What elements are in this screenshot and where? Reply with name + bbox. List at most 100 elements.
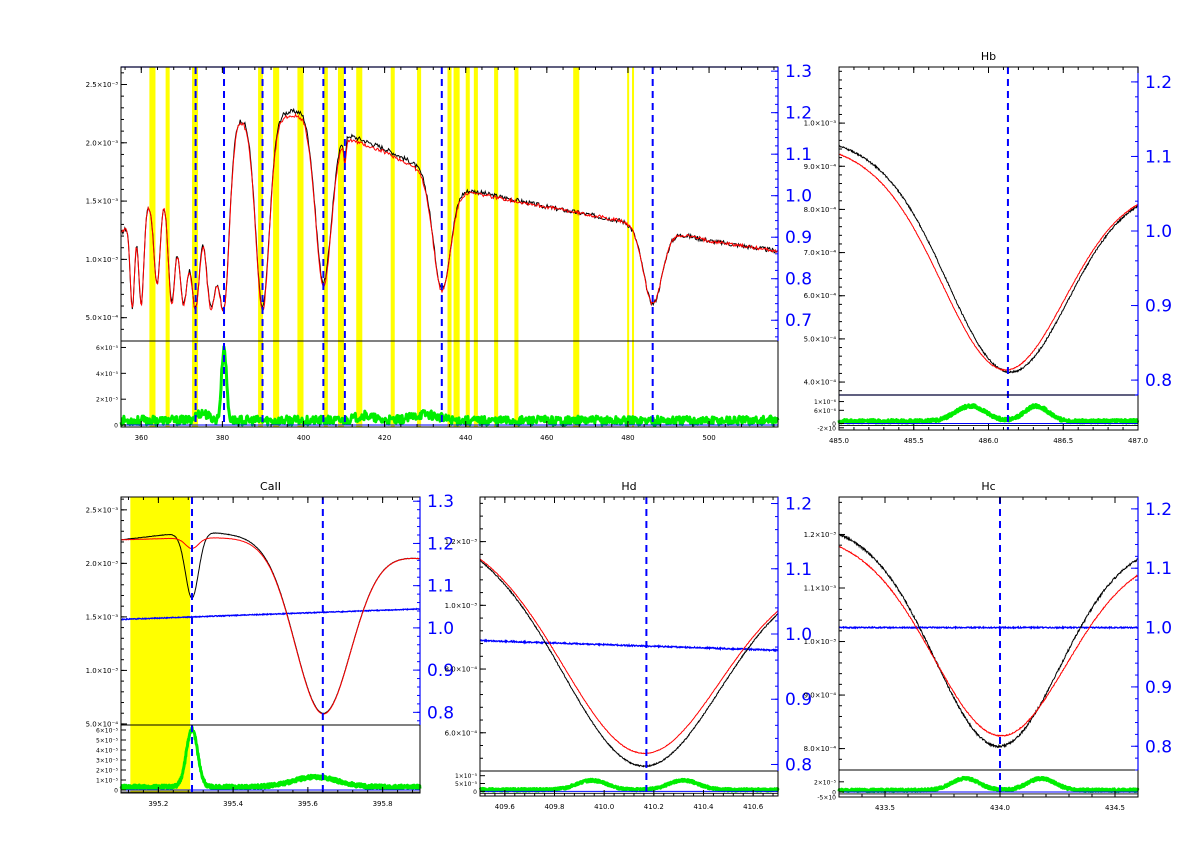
y-tick-label: 5.0×10⁻⁴ (86, 314, 119, 322)
mask-band (356, 67, 363, 427)
residual-tick-label: 3×10⁻⁵ (96, 758, 119, 765)
residual-tick-label: -5×10 (817, 795, 836, 802)
mask-band (390, 67, 395, 427)
x-tick-label: 487.0 (1128, 437, 1148, 445)
residual-tick-label: 2×10⁻⁵ (814, 779, 837, 786)
x-tick-label: 434.0 (990, 804, 1010, 812)
y-tick-label: 7.0×10⁻⁴ (804, 249, 837, 257)
y2-tick-label: 1.1 (427, 577, 454, 597)
mask-band (465, 67, 470, 427)
panel-title: Hd (621, 480, 636, 493)
model-series (838, 545, 1139, 738)
y2-tick-label: 1.1 (1145, 559, 1172, 579)
panel-caii: CaII 395.2 395.4 395.6 395.8 5.0×10⁻⁴ 1.0×10⁻³… (86, 480, 454, 808)
mask-band (337, 67, 345, 427)
y2-tick-label: 1.2 (785, 104, 812, 124)
y-tick-label: 5.0×10⁻⁴ (86, 720, 119, 728)
residual-tick-label: 6×10⁻⁶ (814, 408, 837, 415)
y2-tick-label: 0.9 (785, 228, 812, 248)
x-tick-label: 410.2 (644, 803, 664, 811)
y2-tick-label: 1.2 (427, 534, 454, 554)
residual-series (837, 775, 1140, 794)
mask-band (258, 67, 263, 427)
x-tick-label: 400 (297, 434, 310, 442)
y-tick-label: 1.2×10⁻³ (804, 531, 837, 539)
y2-tick-label: 1.0 (1145, 222, 1172, 242)
panel-group: 360 380 400 420 440 460 480 500 5.0×10⁻⁴ 1.0×10⁻³… (86, 50, 1172, 812)
x-tick-label: 410.6 (743, 803, 764, 811)
panel-hbeta: Hb 485.0 485.5 486.0 486.5 487.0 4.0×10⁻⁴ 5.0×1… (804, 50, 1172, 445)
y-tick-label: 9.0×10⁻⁴ (804, 163, 837, 171)
residual-tick-label: 0 (114, 423, 118, 430)
residual-tick-label: 6×10⁻⁵ (96, 728, 119, 735)
ratio-series (479, 638, 779, 653)
y-tick-label: 2.5×10⁻³ (86, 81, 119, 89)
residual-tick-label: 2×10⁻⁵ (96, 768, 119, 775)
y2-tick-label: 0.8 (1145, 371, 1172, 391)
y-tick-label: 1.0×10⁻³ (804, 638, 837, 646)
y2-tick-label: 0.8 (427, 703, 454, 723)
y2-tick-label: 0.8 (785, 270, 812, 290)
ratio-series (120, 607, 421, 621)
panel-title: Hc (981, 480, 995, 493)
x-tick-label: 440 (459, 434, 472, 442)
x-tick-label: 395.8 (373, 800, 393, 808)
y2-tick-label: 1.2 (1145, 500, 1172, 520)
y-tick-label: 1.5×10⁻³ (86, 198, 119, 206)
y2-tick-label: 1.3 (427, 492, 454, 512)
y-tick-label: 1.5×10⁻³ (86, 613, 119, 621)
residual-tick-label: 5×10⁻⁵ (455, 781, 478, 788)
y2-tick-label: 0.8 (785, 755, 812, 775)
y-tick-label: 8.0×10⁻⁴ (804, 745, 837, 753)
residual-series (119, 725, 422, 791)
residual-tick-label: 2×10⁻⁵ (96, 397, 119, 404)
y-tick-label: 6.0×10⁻⁴ (804, 292, 837, 300)
panel-title: Hb (981, 50, 996, 63)
y2-tick-label: 1.2 (785, 495, 812, 515)
y-tick-label: 1.1×10⁻³ (804, 585, 837, 593)
residual-tick-label: 0 (114, 788, 118, 795)
y-tick-label: 1.0×10⁻³ (804, 120, 837, 128)
x-tick-label: 395.6 (298, 800, 319, 808)
mask-band (473, 67, 478, 427)
y2-tick-label: 1.1 (1145, 147, 1172, 167)
residual-tick-label: 4×10⁻⁵ (96, 748, 119, 755)
residual-tick-label: 0 (473, 789, 477, 796)
panel-overview: 360 380 400 420 440 460 480 500 5.0×10⁻⁴ 1.0×10⁻³… (86, 62, 812, 442)
residual-tick-label: -2×10 (817, 425, 836, 432)
y2-tick-label: 0.8 (1145, 737, 1172, 757)
y2-tick-label: 1.2 (1145, 73, 1172, 93)
residual-tick-label: 0 (832, 789, 836, 796)
residual-series (478, 777, 780, 793)
y2-tick-label: 0.9 (785, 690, 812, 710)
x-tick-label: 433.5 (875, 804, 895, 812)
y2-tick-label: 0.7 (785, 311, 812, 331)
x-tick-label: 395.2 (148, 800, 168, 808)
x-tick-label: 395.4 (223, 800, 244, 808)
mask-band (632, 67, 635, 427)
x-tick-label: 420 (378, 434, 391, 442)
x-tick-label: 380 (216, 434, 229, 442)
x-tick-label: 410.4 (693, 803, 714, 811)
y-tick-label: 5.0×10⁻⁴ (804, 335, 837, 343)
x-tick-label: 486.5 (1053, 437, 1073, 445)
y-tick-label: 1.0×10⁻³ (86, 256, 119, 264)
model-series (120, 537, 421, 715)
y-tick-label: 4.0×10⁻⁴ (804, 379, 837, 387)
residual-axes-frame (120, 724, 421, 794)
mask-band (273, 67, 280, 427)
y2-tick-label: 1.1 (785, 560, 812, 580)
observed-series (479, 559, 779, 768)
y-tick-label: 1.0×10⁻³ (445, 602, 478, 610)
y-tick-label: 1.0×10⁻³ (86, 667, 119, 675)
mask-band (297, 67, 304, 427)
mask-band (417, 67, 422, 427)
x-tick-label: 485.5 (904, 437, 924, 445)
residual-series (837, 403, 1140, 425)
y2-tick-label: 1.1 (785, 145, 812, 165)
y-tick-label: 8.0×10⁻⁴ (804, 206, 837, 214)
y-tick-label: 2.5×10⁻³ (86, 506, 119, 514)
residual-tick-label: 5×10⁻⁵ (96, 738, 119, 745)
mask-band (323, 67, 328, 427)
observed-series (838, 534, 1139, 749)
